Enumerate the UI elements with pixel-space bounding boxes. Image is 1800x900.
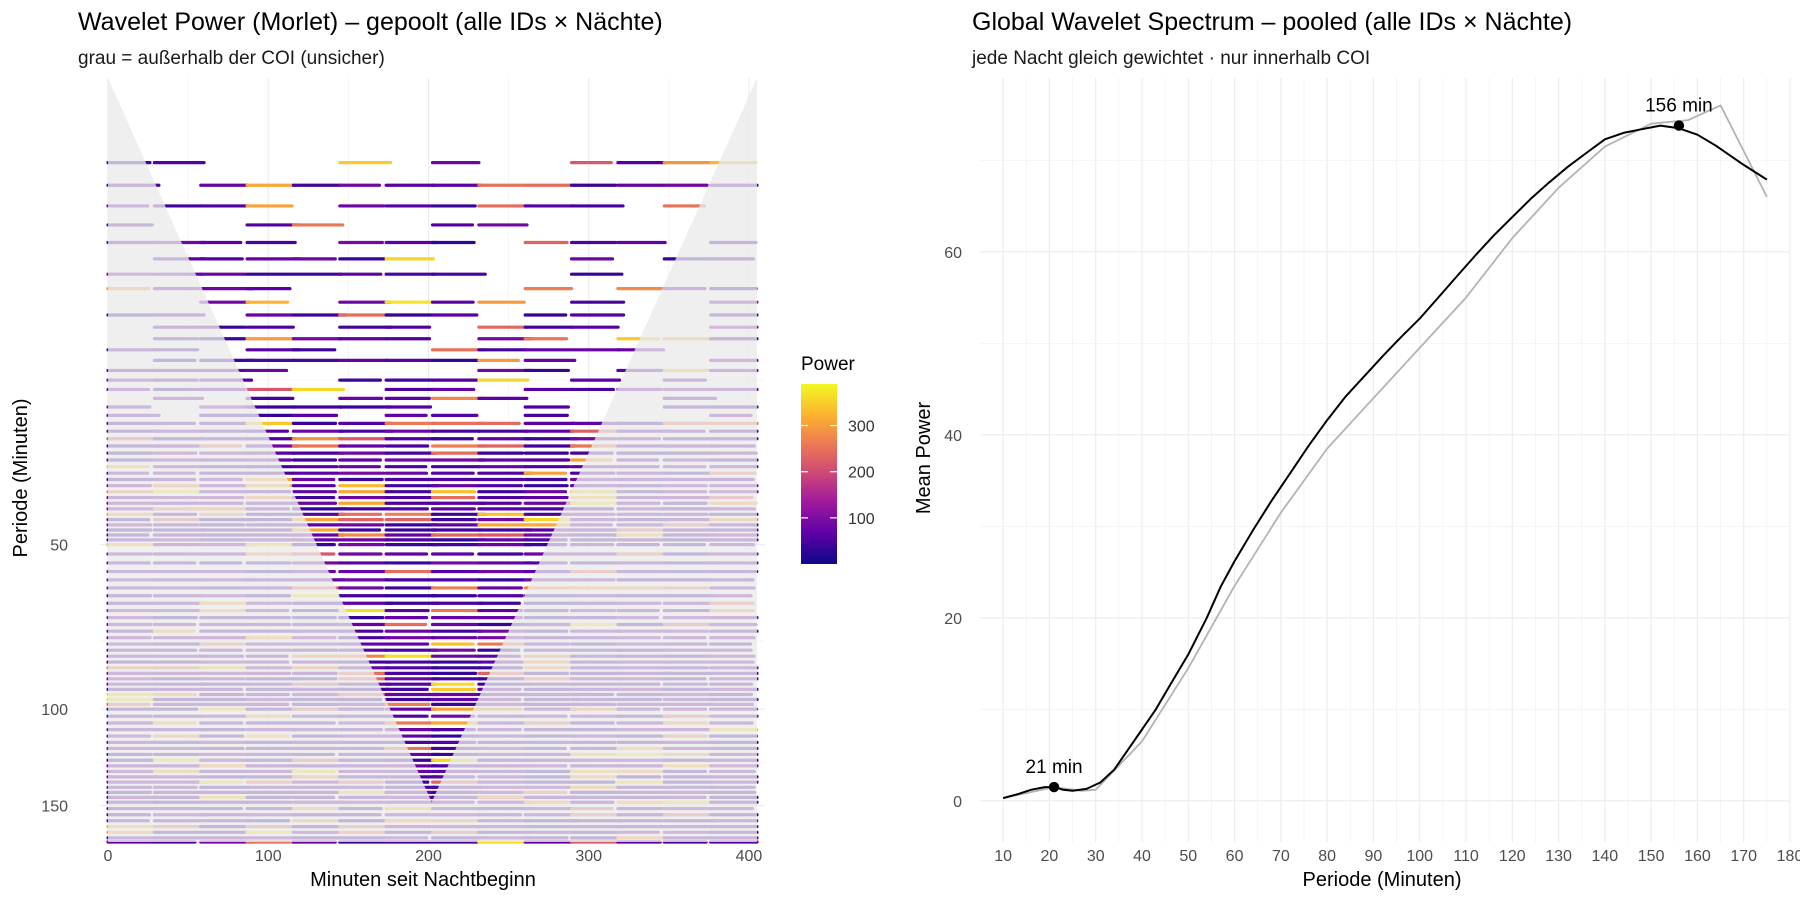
left-ytick-label: 50: [50, 538, 68, 555]
right-xtick-label: 120: [1499, 848, 1526, 865]
left-xlabel: Minuten seit Nachtbeginn: [310, 869, 536, 891]
power-legend: Power 100 200 300: [801, 354, 875, 564]
right-xtick-label: 40: [1133, 848, 1151, 865]
legend-colorbar: [801, 384, 837, 564]
peak-label: 21 min: [1026, 757, 1083, 778]
right-ytick-label: 20: [944, 611, 962, 628]
peak-point: [1048, 781, 1060, 793]
left-xtick-label: 100: [255, 848, 282, 865]
right-ylabel: Mean Power: [913, 402, 935, 515]
left-xtick-label: 200: [415, 848, 442, 865]
spectrum-lines: [1002, 104, 1768, 800]
right-xtick-label: 100: [1406, 848, 1433, 865]
right-xtick-label: 110: [1453, 848, 1479, 865]
legend-ticks: 100 200 300: [801, 419, 875, 528]
peak-point: [1673, 120, 1685, 131]
right-xtick-label: 90: [1365, 848, 1383, 865]
right-xtick-label: 30: [1087, 848, 1105, 865]
right-xtick-label: 20: [1041, 848, 1059, 865]
right-ytick-label: 40: [944, 428, 962, 445]
right-xtick-label: 70: [1272, 848, 1290, 865]
right-xtick-label: 140: [1592, 848, 1619, 865]
right-subtitle: jede Nacht gleich gewichtet · nur innerh…: [971, 48, 1370, 69]
right-xtick-label: 10: [994, 848, 1012, 865]
left-xtick-label: 300: [575, 848, 602, 865]
coi-mask: [108, 78, 757, 842]
wavelet-power-panel: Wavelet Power (Morlet) – gepoolt (alle I…: [10, 8, 765, 891]
legend-tick-label: 100: [848, 511, 875, 528]
right-ytick-label: 60: [944, 245, 962, 262]
legend-tick-label: 200: [848, 465, 875, 482]
right-grid: [980, 78, 1791, 842]
left-ytick-label: 100: [41, 702, 68, 719]
legend-title: Power: [801, 354, 856, 375]
right-xtick-label: 180: [1777, 848, 1800, 865]
right-ytick-label: 0: [953, 794, 962, 811]
left-xtick-label: 0: [104, 848, 113, 865]
left-xtick-label: 400: [736, 848, 763, 865]
right-xtick-label: 170: [1730, 848, 1757, 865]
right-tick-labels: 10 20 30 40 50 60 70 80 90 100 110 120 130 140 150 160 1…: [944, 245, 1800, 865]
left-tick-labels: 0 100 200 300 400 50 100 150: [41, 538, 762, 865]
right-xlabel: Periode (Minuten): [1303, 869, 1462, 891]
peak-label: 156 min: [1645, 96, 1713, 117]
right-xtick-label: 130: [1545, 848, 1572, 865]
left-ytick-label: 150: [41, 798, 68, 815]
right-xtick-label: 60: [1226, 848, 1244, 865]
peak-markers: 21 min 156 min: [1026, 96, 1713, 793]
right-title: Global Wavelet Spectrum – pooled (alle I…: [972, 8, 1572, 36]
legend-tick-label: 300: [848, 419, 875, 436]
right-xtick-label: 50: [1179, 848, 1197, 865]
left-title: Wavelet Power (Morlet) – gepoolt (alle I…: [78, 8, 663, 36]
spectrum-line-raw: [1002, 104, 1768, 799]
left-subtitle: grau = außerhalb der COI (unsicher): [78, 48, 385, 69]
right-xtick-label: 80: [1318, 848, 1336, 865]
right-xtick-label: 150: [1638, 848, 1665, 865]
spectrum-line-smoothed: [1002, 124, 1768, 800]
left-ylabel: Periode (Minuten): [10, 399, 32, 558]
right-xtick-label: 160: [1684, 848, 1711, 865]
global-spectrum-panel: Global Wavelet Spectrum – pooled (alle I…: [913, 8, 1800, 891]
